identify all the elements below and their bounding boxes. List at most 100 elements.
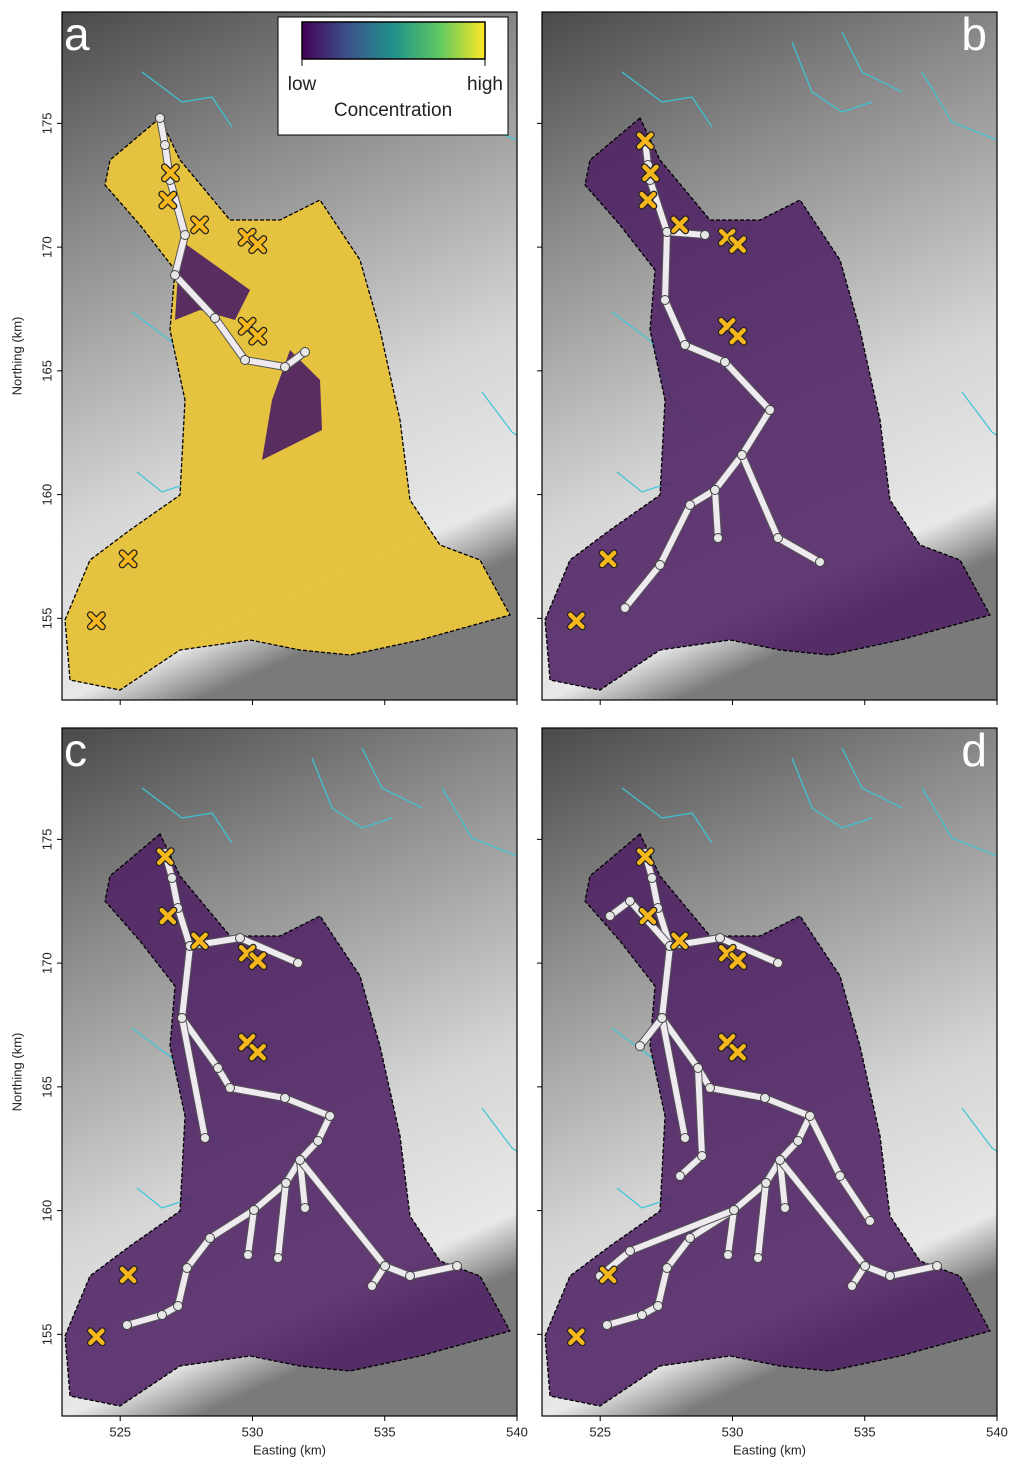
network-node — [776, 1156, 785, 1165]
network-node — [658, 1014, 667, 1023]
network-node — [214, 1064, 223, 1073]
network-node — [816, 558, 825, 567]
sample-site — [639, 851, 651, 863]
map-content — [480, 0, 1014, 720]
network-node — [806, 1112, 815, 1121]
y-tick-label: 160 — [39, 1200, 54, 1222]
figure: a155160165170175Northing (km)lowhighConc… — [0, 0, 1014, 1470]
sample-site — [122, 1269, 134, 1281]
network-node — [861, 1262, 870, 1271]
sample-site — [122, 553, 134, 565]
network-node — [656, 561, 665, 570]
network-node — [168, 874, 177, 883]
sample-site — [674, 935, 686, 947]
map-content — [530, 728, 1014, 1436]
sample-site — [570, 615, 582, 627]
y-tick-label: 155 — [39, 607, 54, 629]
network-node — [676, 1172, 685, 1181]
network-node — [730, 1206, 739, 1215]
sample-site — [90, 1331, 102, 1343]
network-node — [681, 1134, 690, 1143]
sample-site — [194, 219, 206, 231]
network-node — [721, 358, 730, 367]
network-node — [211, 314, 220, 323]
y-tick-label: 175 — [39, 829, 54, 851]
sample-site — [732, 1046, 744, 1058]
network-node — [694, 1064, 703, 1073]
x-tick-label: 530 — [242, 1424, 264, 1439]
sample-site — [642, 910, 654, 922]
panel-label: a — [64, 8, 90, 60]
sample-site — [639, 135, 651, 147]
panel-label: c — [64, 724, 87, 776]
colorbar-high: high — [467, 74, 503, 95]
colorbar-low: low — [288, 74, 317, 95]
network-node — [724, 1251, 733, 1260]
network-node — [174, 1302, 183, 1311]
map-content — [50, 728, 572, 1436]
network-node — [226, 1084, 235, 1093]
network-node — [274, 1254, 283, 1263]
network-node — [314, 1137, 323, 1146]
network-node — [282, 1179, 291, 1188]
x-tick-label: 535 — [854, 1424, 876, 1439]
sample-site — [164, 167, 176, 179]
network-node — [606, 912, 615, 921]
x-tick-label: 525 — [589, 1424, 611, 1439]
network-node — [754, 1254, 763, 1263]
network-node — [626, 897, 635, 906]
y-axis-label: Northing (km) — [9, 317, 24, 396]
sample-site — [252, 330, 264, 342]
network-node — [766, 406, 775, 415]
network-node — [181, 231, 190, 240]
network-node — [250, 1206, 259, 1215]
y-tick-label: 155 — [39, 1323, 54, 1345]
network-node — [686, 1234, 695, 1243]
network-node — [663, 1264, 672, 1273]
x-axis-label: Easting (km) — [253, 1442, 326, 1457]
network-node — [836, 1172, 845, 1181]
network-node — [654, 1302, 663, 1311]
network-node — [171, 271, 180, 280]
sample-site — [732, 955, 744, 967]
network-node — [161, 141, 170, 150]
network-node — [714, 534, 723, 543]
network-node — [686, 501, 695, 510]
network-node — [301, 348, 310, 357]
colorbar: lowhighConcentration — [278, 17, 508, 135]
network-node — [701, 231, 710, 240]
network-node — [636, 1042, 645, 1051]
sample-site — [162, 194, 174, 206]
sample-site — [602, 1269, 614, 1281]
network-node — [762, 1179, 771, 1188]
network-node — [381, 1262, 390, 1271]
network-node — [244, 1251, 253, 1260]
sample-site — [252, 239, 264, 251]
y-tick-label: 160 — [39, 484, 54, 506]
network-node — [294, 959, 303, 968]
network-node — [301, 1204, 310, 1213]
sample-site — [159, 851, 171, 863]
network-node — [368, 1282, 377, 1291]
map-panel: b — [480, 0, 1014, 720]
x-tick-label: 540 — [506, 1424, 528, 1439]
network-node — [663, 228, 672, 237]
network-node — [706, 1084, 715, 1093]
x-tick-label: 535 — [374, 1424, 396, 1439]
x-tick-label: 525 — [109, 1424, 131, 1439]
sample-site — [602, 553, 614, 565]
sample-site — [570, 1331, 582, 1343]
network-node — [866, 1217, 875, 1226]
sample-site — [732, 330, 744, 342]
y-tick-label: 165 — [39, 360, 54, 382]
network-node — [406, 1272, 415, 1281]
network-node — [711, 486, 720, 495]
network-node — [621, 604, 630, 613]
y-tick-label: 170 — [39, 236, 54, 258]
network-node — [296, 1156, 305, 1165]
network-node — [761, 1094, 770, 1103]
network-node — [156, 114, 165, 123]
network-node — [178, 1014, 187, 1023]
network-node — [281, 1094, 290, 1103]
